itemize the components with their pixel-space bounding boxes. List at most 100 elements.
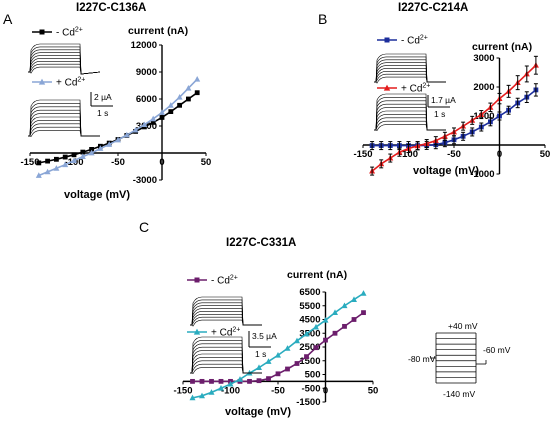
scale-bar-amplitude: 2 µA xyxy=(94,92,112,102)
scale-bar-time: 1 s xyxy=(255,349,266,359)
x-tick-label: -150 xyxy=(20,157,39,168)
y-tick-label: 6500 xyxy=(299,287,320,298)
current-trace xyxy=(190,311,262,326)
data-point xyxy=(275,352,281,358)
current-trace xyxy=(374,124,446,132)
data-point xyxy=(62,154,68,160)
current-trace xyxy=(28,109,100,137)
x-tick-label: -100 xyxy=(221,385,240,396)
x-tick-label: -50 xyxy=(447,149,461,160)
data-point xyxy=(342,323,347,329)
current-trace xyxy=(374,114,446,131)
data-point xyxy=(89,147,94,152)
current-trace xyxy=(374,100,446,131)
data-point xyxy=(285,366,290,372)
current-trace xyxy=(28,106,100,137)
x-tick-label: 0 xyxy=(497,149,502,160)
legend-superscript: 2+ xyxy=(75,27,83,34)
x-axis-label: voltage (mV) xyxy=(225,406,291,418)
y-tick-label: 4500 xyxy=(299,315,320,326)
current-trace xyxy=(28,113,100,137)
y-tick-label: -1500 xyxy=(296,397,320,408)
data-point xyxy=(303,330,310,337)
data-point xyxy=(159,109,165,115)
data-point xyxy=(194,76,201,82)
data-point xyxy=(35,172,42,178)
current-trace xyxy=(374,117,446,131)
legend-label: - Cd2+ xyxy=(56,27,83,39)
data-point xyxy=(266,376,271,382)
panel-title-a: I227C-C136A xyxy=(76,2,146,14)
legend-label: - Cd2+ xyxy=(211,275,238,287)
scale-bar: 3.5 µA 1 s xyxy=(248,331,277,359)
y-tick-label: -500 xyxy=(301,383,320,394)
current-trace xyxy=(190,340,262,374)
data-point xyxy=(132,126,139,133)
data-point xyxy=(186,96,191,102)
legend-marker xyxy=(193,328,201,335)
legend-item-2: + Cd2+ xyxy=(32,77,85,89)
data-point xyxy=(199,392,205,399)
data-point xyxy=(351,317,357,322)
current-trace xyxy=(28,130,100,138)
y-tick-label: 3000 xyxy=(473,53,494,64)
data-point xyxy=(227,380,234,387)
protocol-bottom-label: -140 mV xyxy=(443,389,475,399)
data-point xyxy=(256,378,262,384)
data-point xyxy=(80,149,86,155)
current-trace xyxy=(374,93,446,131)
y-axis-label: current (nA) xyxy=(128,25,188,37)
series-2 xyxy=(369,55,539,176)
current-trace xyxy=(28,46,101,75)
y-tick-label: 6000 xyxy=(136,94,157,105)
current-trace xyxy=(190,353,262,374)
x-tick-label: 50 xyxy=(368,385,379,396)
legend-marker xyxy=(194,277,200,283)
current-trace xyxy=(28,58,101,75)
data-point xyxy=(332,330,338,336)
data-point xyxy=(209,378,214,384)
y-tick-label: 500 xyxy=(305,370,321,381)
current-trace xyxy=(374,62,446,83)
current-trace xyxy=(190,357,262,374)
data-point xyxy=(322,316,329,323)
current-trace xyxy=(374,103,446,131)
current-trace xyxy=(374,56,446,83)
current-traces xyxy=(190,336,262,375)
data-point xyxy=(313,345,319,351)
series-1 xyxy=(369,83,539,151)
current-trace xyxy=(28,99,100,137)
data-point xyxy=(150,115,157,122)
legend-item-1: - Cd2+ xyxy=(32,27,83,39)
data-point xyxy=(304,354,309,360)
current-trace xyxy=(28,103,100,137)
data-point xyxy=(53,165,60,171)
current-trace xyxy=(190,360,262,374)
scale-bar: 2 µA 1 s xyxy=(90,92,113,118)
current-trace xyxy=(28,66,101,75)
current-trace xyxy=(190,299,262,326)
legend-label: + Cd2+ xyxy=(401,83,430,95)
current-trace xyxy=(190,350,262,374)
series-2 xyxy=(189,290,367,401)
data-point xyxy=(360,290,367,296)
current-trace xyxy=(374,59,446,83)
scale-bar: 1.7 µA 1 s xyxy=(427,95,456,119)
data-point xyxy=(71,152,77,158)
x-tick-label: -150 xyxy=(353,149,372,160)
current-trace xyxy=(190,314,262,326)
current-trace xyxy=(190,319,262,327)
current-trace xyxy=(28,123,100,137)
series-2 xyxy=(35,76,201,178)
data-point xyxy=(218,385,224,391)
data-point xyxy=(218,378,224,384)
data-point xyxy=(106,141,113,147)
scale-bar-time: 1 s xyxy=(434,109,445,119)
legend-item-2: + Cd2+ xyxy=(377,83,430,95)
protocol-steps xyxy=(430,332,487,384)
panel-title-b: I227C-C214A xyxy=(398,2,468,14)
current-trace xyxy=(28,63,101,75)
data-point xyxy=(294,361,300,366)
y-tick-label: 2000 xyxy=(473,82,494,93)
x-tick-label: 0 xyxy=(159,157,164,168)
